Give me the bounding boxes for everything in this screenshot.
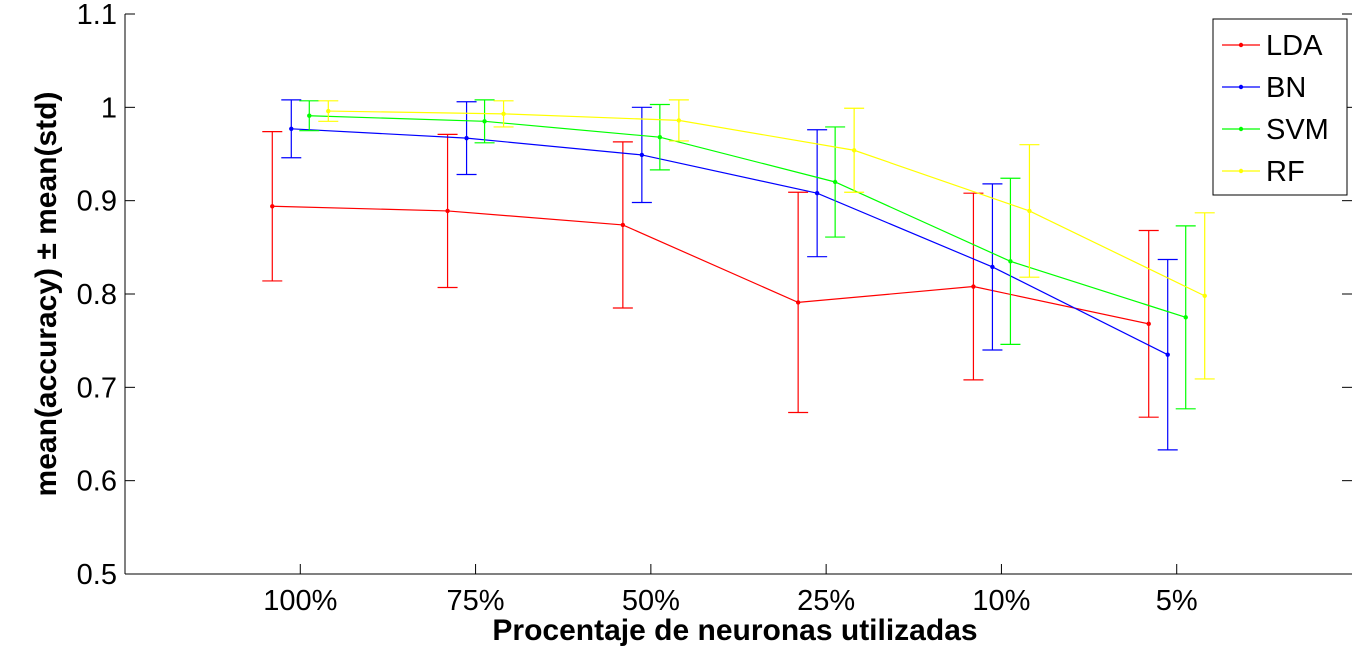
legend-label: BN: [1266, 72, 1306, 104]
x-tick-label: 50%: [622, 585, 680, 617]
legend-marker: [1238, 168, 1244, 174]
x-tick-label: 10%: [972, 585, 1030, 617]
x-tick-label: 25%: [797, 585, 855, 617]
data-point: [270, 204, 275, 209]
x-tick-label: 5%: [1156, 585, 1198, 617]
y-tick-label: 0.8: [77, 279, 117, 311]
data-point: [445, 208, 450, 214]
data-point: [289, 126, 294, 131]
series-layer: [262, 99, 1215, 451]
y-tick-label: 1.1: [77, 0, 117, 31]
y-tick-label: 0.5: [77, 559, 117, 591]
data-point: [1146, 321, 1151, 327]
data-point: [676, 118, 682, 123]
x-axis-title: Procentaje de neuronas utilizadas: [492, 614, 977, 647]
data-point: [501, 111, 506, 117]
y-axis: 0.5 0.6 0.7 0.8 0.9 1 1.1: [77, 0, 1352, 591]
data-point: [1165, 352, 1170, 357]
series-line: [328, 110, 1205, 297]
series-rf: [318, 99, 1215, 380]
x-axis: 100% 75% 50% 25% 10% 5%: [263, 564, 1198, 617]
x-tick-label: 75%: [447, 585, 505, 617]
series-line: [309, 115, 1186, 318]
data-point: [639, 152, 645, 158]
data-point: [326, 108, 331, 114]
data-point: [1183, 315, 1188, 320]
data-point: [1008, 259, 1013, 264]
data-point: [482, 119, 487, 124]
legend-marker: [1238, 84, 1244, 90]
series-svm: [299, 99, 1196, 410]
legend-marker: [1238, 42, 1244, 48]
data-point: [1027, 208, 1032, 214]
legend-label: SVM: [1266, 114, 1329, 146]
y-tick-label: 1: [101, 92, 117, 124]
y-tick-label: 0.9: [77, 186, 117, 218]
data-point: [990, 264, 995, 270]
series-lda: [262, 131, 1159, 418]
plot-area: [125, 14, 1352, 574]
series-line: [291, 128, 1168, 356]
legend-marker: [1238, 126, 1244, 132]
legend-box: [1212, 18, 1348, 196]
data-point: [971, 284, 976, 289]
data-point: [464, 135, 469, 141]
legend-label: RF: [1266, 156, 1305, 188]
data-point: [814, 191, 820, 196]
data-point: [620, 222, 626, 228]
legend-label: LDA: [1266, 30, 1323, 62]
y-tick-label: 0.7: [77, 372, 117, 404]
data-point: [851, 148, 857, 153]
data-point: [657, 135, 663, 140]
data-point: [832, 179, 838, 185]
data-point: [307, 113, 312, 118]
y-axis-title: mean(accuracy) ± mean(std): [30, 92, 63, 497]
x-tick-label: 100%: [263, 585, 337, 617]
data-point: [1202, 293, 1207, 299]
y-tick-label: 0.6: [77, 466, 117, 498]
data-point: [795, 300, 801, 305]
series-line: [272, 205, 1149, 325]
legend: LDA BN SVM RF: [1212, 18, 1348, 196]
